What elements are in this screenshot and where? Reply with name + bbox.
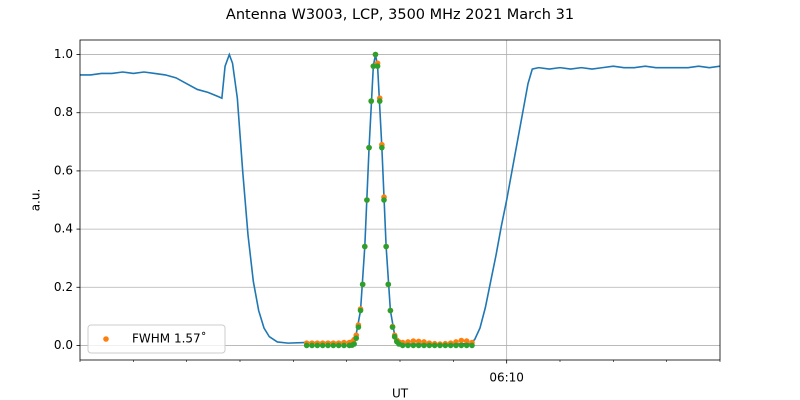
scatter-point <box>366 144 372 151</box>
scatter-point <box>309 342 315 349</box>
y-tick-label: 0.2 <box>54 280 73 294</box>
scatter-point <box>410 342 417 349</box>
scatter-point <box>469 342 475 349</box>
x-tick-label: 06:10 <box>489 371 524 385</box>
y-axis-label: a.u. <box>29 189 43 212</box>
scatter-point <box>355 324 362 330</box>
scatter-point <box>357 307 364 314</box>
scatter-point <box>368 98 375 104</box>
scatter-point <box>381 197 387 203</box>
y-tick-label: 0.8 <box>54 105 73 119</box>
scatter-point <box>372 51 379 58</box>
scatter-point <box>387 307 394 314</box>
scatter-point <box>335 342 342 349</box>
scatter-point <box>314 342 321 349</box>
legend-label: FWHM 1.57˚ <box>132 331 207 346</box>
scatter-point <box>376 98 383 104</box>
scatter-point <box>458 342 465 349</box>
scatter-point <box>370 63 377 69</box>
y-tick-label: 1.0 <box>54 47 73 61</box>
scatter-point <box>389 324 396 330</box>
scatter-point <box>374 63 381 69</box>
scatter-point <box>405 342 411 349</box>
scatter-point <box>415 338 422 345</box>
scatter-point <box>426 342 433 349</box>
x-axis-label: UT <box>392 387 409 400</box>
legend-box <box>87 324 226 354</box>
y-tick-label: 0.6 <box>54 163 73 177</box>
scatter-point <box>303 342 310 349</box>
scatter-point <box>399 342 406 349</box>
scatter-point <box>325 342 331 349</box>
scatter-point <box>463 342 470 349</box>
scatter-point <box>319 342 326 349</box>
scatter-point <box>431 342 438 349</box>
chart-title: Antenna W3003, LCP, 3500 MHz 2021 March … <box>226 7 574 23</box>
scatter-point <box>364 197 370 203</box>
scatter-point <box>385 281 392 288</box>
scatter-point <box>442 342 449 349</box>
scatter-point <box>359 281 366 288</box>
scatter-point <box>391 333 398 340</box>
scatter-point <box>447 342 454 349</box>
scatter-point <box>341 342 347 349</box>
series-layer <box>80 51 720 349</box>
scatter-point <box>458 337 465 344</box>
scatter-point <box>383 243 389 250</box>
scatter-point <box>353 335 360 341</box>
y-tick-label: 0.4 <box>54 222 73 236</box>
axes-frame <box>79 39 721 361</box>
y-tick-label: 0.0 <box>54 338 73 352</box>
scatter-point <box>437 342 443 349</box>
scatter-point <box>463 338 470 344</box>
scatter-point <box>351 341 357 347</box>
scatter-point <box>330 342 337 349</box>
scatter-point <box>362 243 368 250</box>
scatter-point <box>453 342 459 349</box>
scatter-point <box>410 338 417 344</box>
scatter-point <box>421 342 427 349</box>
scatter-point <box>415 342 422 349</box>
legend-marker <box>103 336 109 342</box>
scatter-point <box>379 144 385 151</box>
